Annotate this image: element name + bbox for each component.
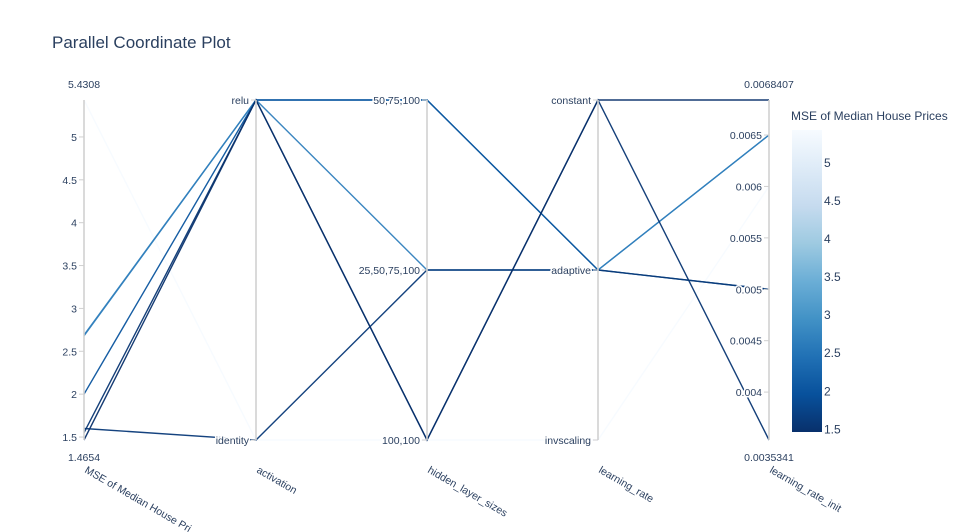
tick-label: 1.5 (62, 432, 77, 444)
colorbar: MSE of Median House Prices 1.5 2 2.5 3 3.5 4 4.… (791, 109, 948, 436)
range-min-label: 1.4654 (68, 452, 100, 464)
axis-title: hidden_layer_sizes (426, 464, 510, 519)
tick-label: 3.5 (62, 261, 77, 273)
tick-label: 2.5 (62, 346, 77, 358)
tick-label: 2 (71, 389, 77, 401)
range-max-label: 5.4308 (68, 79, 100, 91)
tick-label: 0.0045 (730, 336, 762, 348)
axis-learning-rate[interactable]: invscaling adaptive constant learning_rate (543, 94, 656, 506)
axis-title: learning_rate (597, 464, 656, 505)
category-label: identity (216, 435, 250, 447)
category-label: relu (231, 95, 249, 107)
colorbar-tick-label: 2 (824, 384, 831, 398)
tick-label: 0.0065 (730, 130, 762, 142)
colorbar-tick-label: 1.5 (824, 422, 841, 436)
colorbar-tick-label: 3 (824, 308, 831, 322)
axis-title: learning_rate_init (768, 464, 844, 515)
tick-label: 0.005 (736, 284, 762, 296)
tick-label: 0.0055 (730, 233, 762, 245)
tick-label: 0.004 (736, 387, 762, 399)
axis-title: activation (255, 464, 300, 497)
axis-learning-rate-init[interactable]: 0.004 0.0045 0.005 0.0055 0.006 0.0065 0.00684… (728, 79, 844, 515)
axis-title: MSE of Median House Pri (83, 464, 194, 532)
category-label: invscaling (545, 435, 591, 447)
tick-label: 4.5 (62, 175, 77, 187)
category-label: 100,100 (382, 435, 420, 447)
colorbar-gradient (792, 130, 822, 432)
chart-title: Parallel Coordinate Plot (52, 33, 231, 52)
colorbar-tick-label: 4.5 (824, 194, 841, 208)
tick-label: 5 (71, 132, 77, 144)
colorbar-tick-label: 4 (824, 232, 831, 246)
range-max-label: 0.0068407 (744, 79, 794, 91)
colorbar-tick-label: 2.5 (824, 346, 841, 360)
colorbar-tick-label: 3.5 (824, 270, 841, 284)
category-label: adaptive (551, 265, 591, 277)
colorbar-title: MSE of Median House Prices (791, 109, 948, 123)
category-label: 25,50,75,100 (359, 265, 420, 277)
colorbar-tick-label: 5 (824, 156, 831, 170)
tick-label: 4 (71, 218, 77, 230)
category-label: constant (551, 95, 591, 107)
tick-label: 0.006 (736, 181, 762, 193)
range-min-label: 0.0035341 (744, 452, 794, 464)
tick-label: 3 (71, 303, 77, 315)
category-label: 50,75,100 (373, 95, 420, 107)
